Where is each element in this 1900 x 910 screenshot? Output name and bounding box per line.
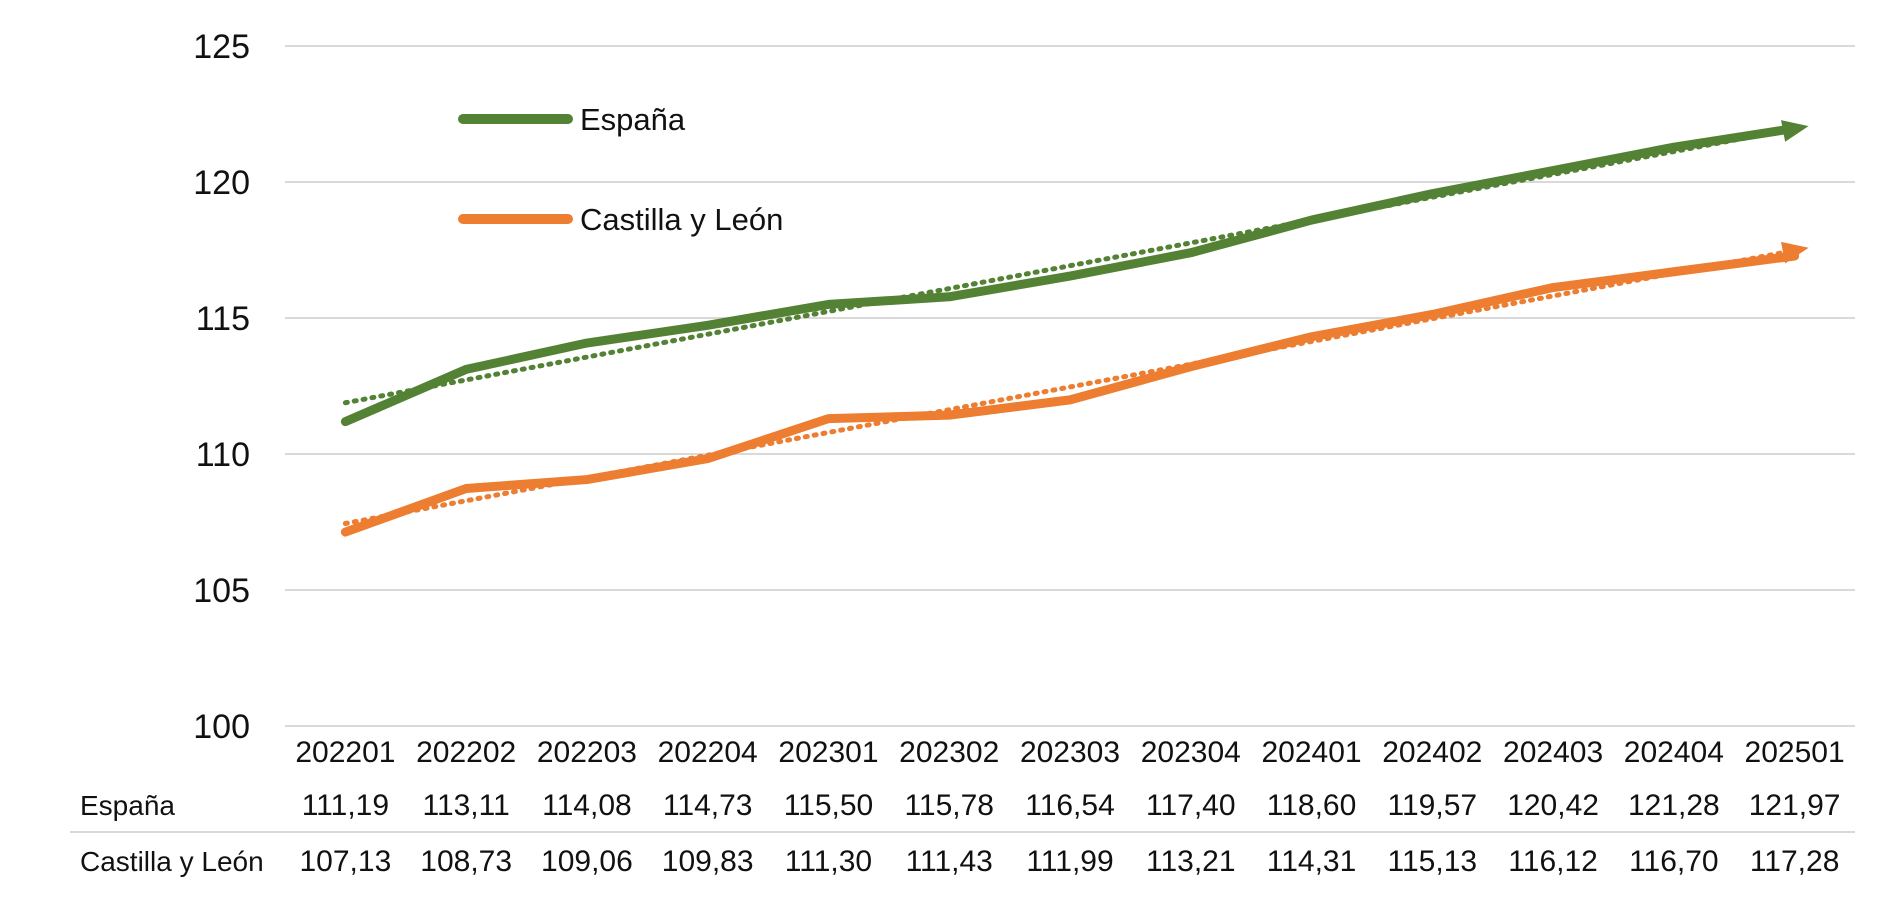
table-cell: 115,50 [784, 789, 874, 822]
x-category-label: 202201 [295, 736, 395, 769]
table-cell: 113,11 [422, 789, 509, 822]
table-cell: 109,83 [662, 845, 754, 878]
table-row-label-1: Castilla y León [80, 846, 264, 877]
table-cell: 119,57 [1388, 789, 1478, 822]
table-cell: 121,28 [1628, 789, 1720, 822]
x-category-label: 202302 [899, 736, 999, 769]
data-table: 202201 202202 202203 202204 202301 202302 2023… [70, 736, 1855, 878]
x-category-label: 202303 [1020, 736, 1120, 769]
table-cell: 117,28 [1750, 845, 1840, 878]
x-category-label: 202404 [1624, 736, 1724, 769]
table-row-label-0: España [80, 790, 175, 821]
table-cell: 117,40 [1146, 789, 1236, 822]
x-category-label: 202401 [1261, 736, 1361, 769]
x-category-label: 202304 [1141, 736, 1241, 769]
table-cell: 114,08 [542, 789, 632, 822]
table-cell: 111,19 [302, 789, 389, 822]
y-tick-label: 105 [193, 572, 250, 610]
x-category-label: 202403 [1503, 736, 1603, 769]
legend-label-1: Castilla y León [580, 202, 783, 237]
table-cell: 121,97 [1749, 789, 1841, 822]
x-category-label: 202402 [1382, 736, 1482, 769]
x-category-label: 202301 [778, 736, 878, 769]
y-tick-label: 110 [196, 436, 250, 474]
trendlines [342, 120, 1809, 527]
legend-label-0: España [580, 102, 686, 137]
y-tick-label: 125 [193, 28, 250, 66]
table-cell: 107,13 [300, 845, 392, 878]
table-cell: 116,70 [1629, 845, 1719, 878]
y-tick-label: 120 [193, 164, 250, 202]
table-cell: 111,30 [785, 845, 872, 878]
series-lines [340, 123, 1800, 537]
y-axis-ticks: 100 105 110 115 120 125 [193, 28, 250, 746]
x-category-label: 202202 [416, 736, 516, 769]
y-tick-label: 115 [196, 300, 250, 338]
table-cell: 109,06 [541, 845, 633, 878]
table-cell: 118,60 [1267, 789, 1357, 822]
x-category-label: 202203 [537, 736, 637, 769]
table-cell: 114,31 [1267, 845, 1357, 878]
series-line-0 [340, 123, 1800, 427]
series-line-1 [340, 251, 1800, 537]
table-cell: 114,73 [663, 789, 753, 822]
table-cell: 120,42 [1507, 789, 1599, 822]
table-cell: 108,73 [420, 845, 512, 878]
y-tick-label: 100 [193, 708, 250, 746]
table-cell: 115,13 [1388, 845, 1478, 878]
table-cell: 111,43 [906, 845, 993, 878]
table-cell: 111,99 [1026, 845, 1113, 878]
table-cell: 116,54 [1025, 789, 1115, 822]
x-category-label: 202501 [1745, 736, 1845, 769]
gridlines [285, 45, 1855, 727]
table-cell: 115,78 [904, 789, 994, 822]
table-cell: 116,12 [1508, 845, 1598, 878]
x-category-label: 202204 [658, 736, 758, 769]
legend: España Castilla y León [458, 102, 783, 237]
table-cell: 113,21 [1146, 845, 1236, 878]
